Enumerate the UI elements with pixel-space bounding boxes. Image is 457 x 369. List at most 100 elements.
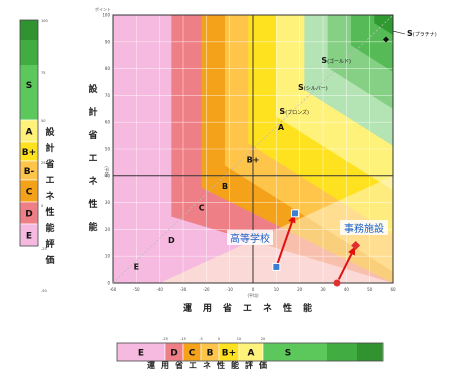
bottom-band-label: D: [170, 349, 177, 359]
y-tick-label: 50: [105, 147, 111, 152]
left-tick-label: 0: [41, 204, 43, 208]
zone-label: B+: [247, 155, 260, 164]
y-tick-label: 70: [105, 93, 111, 98]
zone-label: E: [134, 263, 139, 272]
arrow-office-head: [348, 246, 356, 256]
y-axis-title-char: 能: [88, 221, 97, 233]
zone-label-head: S: [298, 83, 304, 92]
y-axis-title-char: ネ: [88, 176, 97, 187]
y-tick-label: 10: [105, 254, 111, 259]
bottom-tick-label: -5: [199, 337, 203, 341]
left-band-label: E: [26, 232, 32, 242]
bottom-tick-label: -25: [162, 337, 168, 341]
y-tick-label: 60: [105, 120, 111, 125]
zone-label-tail: (ゴールド): [327, 58, 351, 65]
left-s-darker: [20, 20, 38, 40]
zone-label: S(ゴールド): [321, 56, 351, 65]
left-band-label: C: [26, 188, 33, 198]
y-tick-label: 80: [105, 66, 111, 71]
y-tick-label: 0: [107, 281, 110, 286]
office-label-bg: [340, 220, 388, 235]
x-unit: (平均): [247, 292, 259, 298]
x-tick-label: -50: [133, 287, 140, 292]
zone-label: B: [222, 182, 228, 191]
x-tick-label: -60: [110, 287, 117, 292]
zone-label: S(シルバー): [298, 83, 328, 92]
y-axis-title: 設計省エネ性能: [87, 83, 98, 233]
data-point: [351, 240, 361, 250]
y-axis-title-char: 計: [88, 106, 97, 118]
bottom-band-label: B: [207, 349, 214, 359]
zone-label-head: S: [321, 56, 327, 65]
left-scale-title-char: 評: [45, 238, 54, 250]
school-label: 高等学校: [230, 232, 270, 245]
axes: -60 -50 -40 -30 -20 -10 0 10 20 30 40 50 60 0 10 20 30 40…: [87, 6, 396, 314]
bottom-band-label: S: [285, 349, 291, 359]
left-scale-title: 設計省エネ性能評価: [44, 126, 55, 266]
bottom-band-label: B+: [222, 349, 236, 359]
left-band-label: B-: [24, 167, 35, 177]
zone-label-head: S: [407, 29, 413, 38]
x-tick-label: 50: [367, 287, 373, 292]
left-scale-title-char: エ: [45, 176, 54, 186]
platinum-leader: [392, 30, 406, 35]
bottom-tick-label: 0: [218, 337, 220, 341]
x-tick-label: -40: [156, 287, 163, 292]
x-tick-label: 0: [252, 287, 255, 292]
left-tick-label: -25: [41, 247, 47, 251]
zone-label-head: S: [279, 107, 285, 116]
data-point: [291, 209, 299, 218]
y-unit: (平均): [104, 166, 110, 178]
x-tick-label: 40: [344, 287, 350, 292]
left-tick-label: 75: [41, 71, 45, 75]
left-scale-title-char: 性: [45, 206, 54, 218]
left-scale: S A B+ B- C D E 100 75 50 25 0 -25 -50 設計省エネ性能評価: [19, 19, 55, 293]
left-band-label: B+: [22, 148, 36, 158]
left-tick-label: -50: [41, 289, 47, 293]
zone-band-7: [351, 15, 393, 72]
bottom-scale: E D C B B+ A S -25 -15 -5 0 10 20 運用省エネ性能評価: [116, 337, 384, 369]
arrow-school: [276, 218, 294, 264]
y-top-unit: ポイント: [95, 6, 111, 12]
y-tick-label: 90: [105, 39, 111, 44]
zone-label: S(プラチナ): [407, 29, 437, 38]
zone-label-tail: (シルバー): [304, 86, 328, 92]
left-scale-title-char: 価: [44, 254, 54, 266]
diagonal-reference: [112, 14, 394, 284]
left-scale-title-char: 能: [45, 222, 54, 234]
x-axis-title: 運用省エネ性能: [183, 302, 323, 314]
x-tick-label: -30: [180, 287, 187, 292]
left-tick-label: 50: [41, 119, 45, 123]
bottom-tick-label: -15: [180, 337, 186, 341]
left-frame: [19, 19, 39, 247]
bottom-band-label: E: [138, 349, 144, 359]
x-tick-label: 20: [297, 287, 303, 292]
y-tick-label: 40: [105, 173, 111, 178]
x-tick-label: -20: [203, 287, 210, 292]
left-scale-title-char: 設: [45, 126, 55, 138]
bottom-frame: [116, 342, 384, 362]
left-scale-title-char: 省: [44, 158, 54, 170]
x-tick-label: 10: [274, 287, 280, 292]
data-point: [333, 279, 341, 287]
left-band-label: D: [25, 210, 32, 220]
zone-label: S(ブロンズ): [279, 107, 309, 116]
left-band-label: S: [26, 81, 32, 91]
bottom-band-label: A: [248, 349, 255, 359]
y-tick-label: 30: [105, 200, 111, 205]
y-axis-title-char: エ: [88, 154, 97, 164]
zone-label-tail: (ブロンズ): [285, 109, 309, 116]
school-label-bg: [227, 230, 273, 245]
x-tick-label: -10: [226, 287, 233, 292]
zone-label-tail: (プラチナ): [413, 32, 437, 38]
y-tick-label: 100: [102, 13, 110, 18]
y-axis-title-char: 性: [88, 198, 97, 210]
left-tick-label: 100: [41, 19, 48, 23]
bottom-tick-label: 20: [261, 337, 265, 341]
x-tick-label: 60: [390, 287, 396, 292]
zone-label: A: [278, 123, 285, 132]
y-tick-label: 20: [105, 227, 111, 232]
